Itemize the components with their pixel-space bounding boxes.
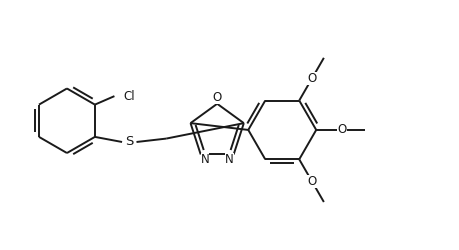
- Text: N: N: [200, 153, 209, 166]
- Text: O: O: [336, 124, 346, 136]
- Text: S: S: [124, 136, 133, 148]
- Text: O: O: [212, 91, 221, 104]
- Text: Cl: Cl: [123, 90, 134, 102]
- Text: O: O: [307, 72, 316, 85]
- Text: O: O: [307, 175, 316, 188]
- Text: N: N: [224, 153, 233, 166]
